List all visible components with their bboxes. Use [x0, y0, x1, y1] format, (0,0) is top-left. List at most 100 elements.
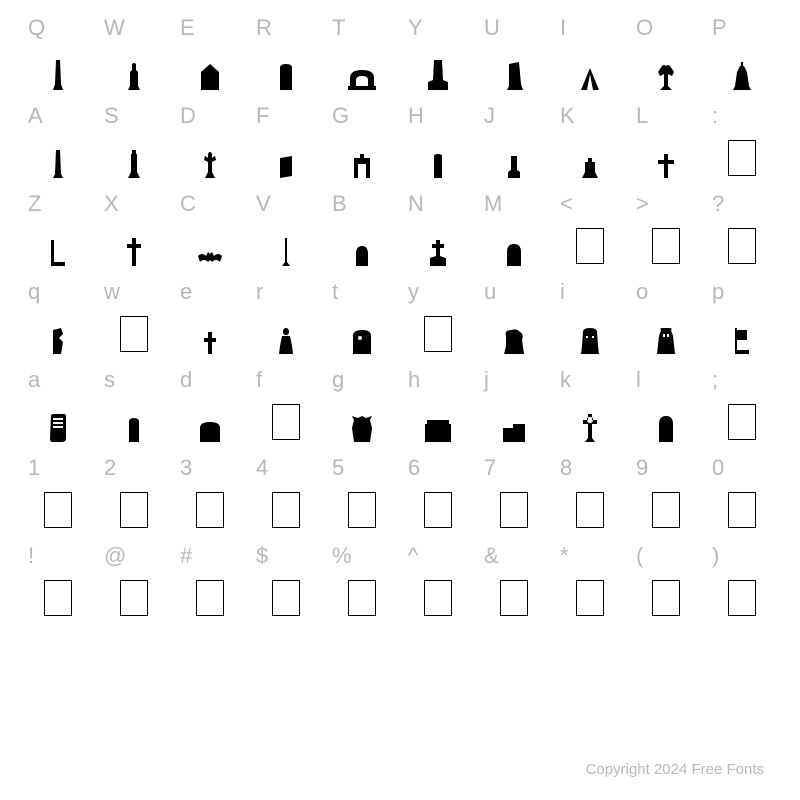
char-label-cell: D [172, 94, 248, 138]
glyph-cell [248, 402, 324, 446]
char-label-cell: p [704, 270, 780, 314]
char-label-cell: 3 [172, 446, 248, 490]
char-label-cell: t [324, 270, 400, 314]
glyph-cell [704, 138, 780, 182]
char-label-cell: T [324, 6, 400, 50]
char-label: g [332, 367, 344, 393]
char-label: 9 [636, 455, 648, 481]
char-label: a [28, 367, 40, 393]
char-label: A [28, 103, 43, 129]
glyph-pedestal [506, 152, 522, 178]
empty-glyph-box [424, 316, 452, 352]
glyph-cell [324, 402, 400, 446]
glyph-pillar [51, 148, 65, 178]
glyph-statue [201, 150, 219, 178]
glyph-round-top [505, 242, 523, 266]
char-label-cell: k [552, 358, 628, 402]
char-label: 3 [180, 455, 192, 481]
glyph-cell [628, 578, 704, 622]
char-label-cell: l [628, 358, 704, 402]
glyph-face [579, 326, 601, 354]
glyph-cell [476, 138, 552, 182]
char-label-cell: u [476, 270, 552, 314]
glyph-cell [172, 138, 248, 182]
glyph-cell [400, 490, 476, 534]
char-label: e [180, 279, 192, 305]
glyph-wide [198, 420, 222, 442]
char-label-cell: 8 [552, 446, 628, 490]
char-label-cell: e [172, 270, 248, 314]
char-label-cell: d [172, 358, 248, 402]
glyph-cell [704, 490, 780, 534]
char-label: > [636, 191, 649, 217]
char-label: h [408, 367, 420, 393]
char-label-cell: g [324, 358, 400, 402]
char-label: 4 [256, 455, 268, 481]
glyph-cell [20, 226, 96, 270]
glyph-cell [248, 50, 324, 94]
char-label-cell: ^ [400, 534, 476, 578]
char-label-cell: ; [704, 358, 780, 402]
char-label: F [256, 103, 269, 129]
glyph-cell [324, 226, 400, 270]
glyph-wall2 [501, 418, 527, 442]
char-label-cell: @ [96, 534, 172, 578]
char-label-cell: a [20, 358, 96, 402]
char-label: l [636, 367, 641, 393]
char-label: ! [28, 543, 34, 569]
char-label-cell: s [96, 358, 172, 402]
glyph-cell [628, 226, 704, 270]
empty-glyph-box [728, 404, 756, 440]
glyph-cell [20, 578, 96, 622]
char-label-cell: X [96, 182, 172, 226]
glyph-cell [248, 578, 324, 622]
char-label-cell: C [172, 182, 248, 226]
char-label: ) [712, 543, 719, 569]
glyph-cell [704, 314, 780, 358]
char-label-cell: O [628, 6, 704, 50]
char-label-cell: I [552, 6, 628, 50]
empty-glyph-box [500, 492, 528, 528]
glyph-angel [654, 62, 678, 90]
empty-glyph-box [120, 316, 148, 352]
glyph-arch [348, 66, 376, 90]
char-label: k [560, 367, 571, 393]
char-label: % [332, 543, 352, 569]
char-label: Y [408, 15, 423, 41]
glyph-cell [628, 314, 704, 358]
glyph-demon [350, 414, 374, 442]
char-label: # [180, 543, 192, 569]
char-label-cell: U [476, 6, 552, 50]
glyph-cell [552, 226, 628, 270]
char-label-cell: J [476, 94, 552, 138]
char-label: * [560, 543, 569, 569]
glyph-cell [704, 402, 780, 446]
char-label: i [560, 279, 565, 305]
empty-glyph-box [272, 580, 300, 616]
glyph-cell [400, 578, 476, 622]
glyph-cell [704, 50, 780, 94]
empty-glyph-box [424, 580, 452, 616]
glyph-cell [96, 50, 172, 94]
char-label: I [560, 15, 566, 41]
char-label-cell: j [476, 358, 552, 402]
glyph-cell [20, 402, 96, 446]
char-label-cell: w [96, 270, 172, 314]
glyph-slab [431, 152, 445, 178]
char-label: ( [636, 543, 643, 569]
glyph-cell [552, 490, 628, 534]
glyph-gargoyle [655, 326, 677, 354]
glyph-cell [400, 138, 476, 182]
char-label-cell: K [552, 94, 628, 138]
char-label: t [332, 279, 338, 305]
glyph-cell [248, 314, 324, 358]
char-label: O [636, 15, 653, 41]
char-label: < [560, 191, 573, 217]
glyph-monument [426, 58, 450, 90]
char-label-cell: % [324, 534, 400, 578]
glyph-cell [20, 138, 96, 182]
char-label: R [256, 15, 272, 41]
glyph-cell [172, 490, 248, 534]
glyph-small-cross [202, 328, 218, 354]
glyph-cell [628, 490, 704, 534]
